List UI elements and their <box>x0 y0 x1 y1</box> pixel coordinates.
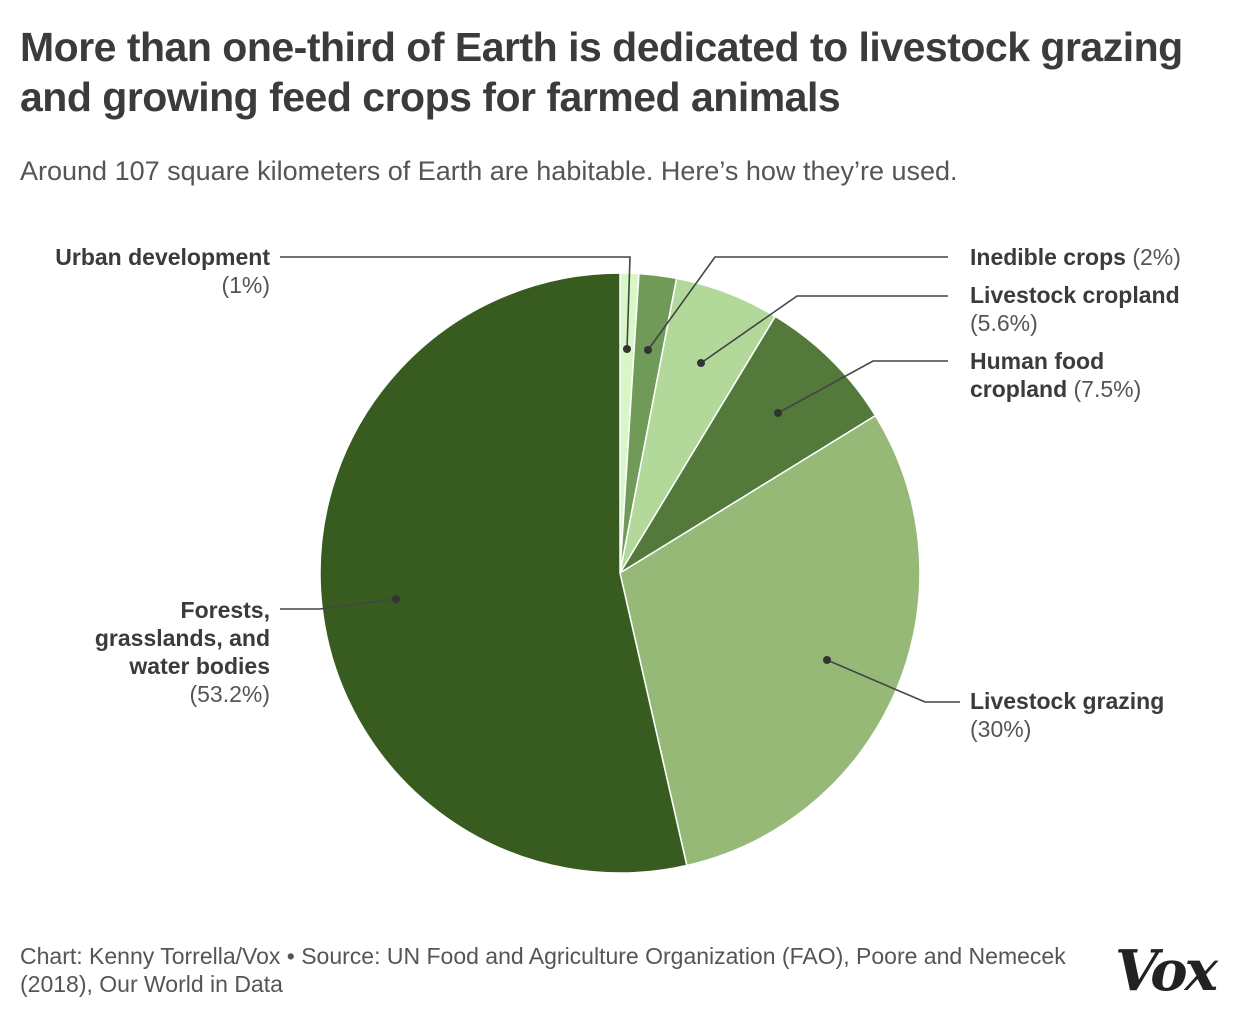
callout-dot-1 <box>644 346 652 354</box>
callout-dot-0 <box>623 345 631 353</box>
label-human-food: Human food cropland (7.5%) <box>970 348 1142 402</box>
callout-dot-2 <box>697 359 705 367</box>
pie-slice-3 <box>619 315 877 574</box>
chart-title: More than one-third of Earth is dedicate… <box>20 24 1183 120</box>
callout-line-1 <box>647 256 948 351</box>
callout-line-0 <box>280 256 631 350</box>
label-forests: Forests, grasslands, and water bodies (53… <box>94 597 270 707</box>
callout-line-4 <box>826 659 960 703</box>
callout-dot-3 <box>774 409 782 417</box>
label-livestock-cropland: Livestock cropland (5.6%) <box>970 282 1180 336</box>
label-urban: Urban development (1%) <box>55 244 270 298</box>
callout-line-2 <box>700 295 948 364</box>
chart-subtitle: Around 107 square kilometers of Earth ar… <box>20 156 958 186</box>
callout-dot-5 <box>392 595 400 603</box>
callout-dot-4 <box>823 656 831 664</box>
vox-logo: Vox <box>1115 938 1218 1004</box>
footer-source: Chart: Kenny Torrella/Vox • Source: UN F… <box>20 943 1066 997</box>
callout-line-3 <box>777 360 948 414</box>
pie-slice-5 <box>319 272 688 874</box>
label-inedible: Inedible crops (2%) <box>970 244 1181 270</box>
label-grazing: Livestock grazing (30%) <box>970 688 1165 742</box>
callout-line-5 <box>280 598 397 610</box>
